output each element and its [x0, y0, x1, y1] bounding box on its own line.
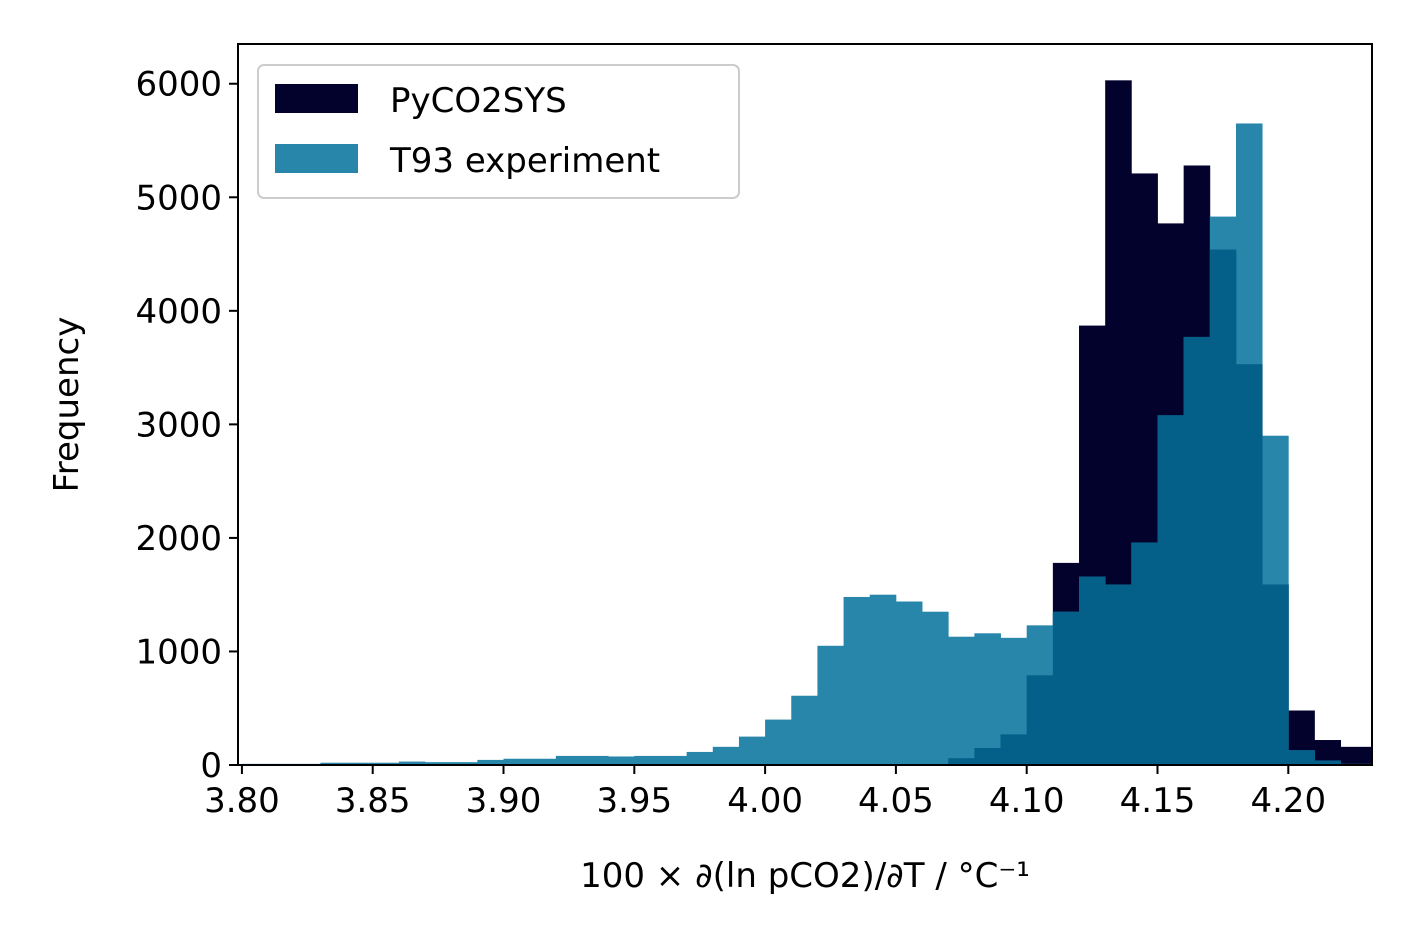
t93-bar-3 — [398, 761, 426, 765]
y-tick-label: 4000 — [135, 292, 222, 332]
pyco2sys-bar-15 — [1340, 746, 1373, 765]
t93-bar-12 — [738, 736, 766, 765]
x-tick-label: 4.00 — [727, 781, 803, 821]
overlap-bar-4 — [1052, 611, 1080, 765]
t93-bar-5 — [477, 759, 504, 765]
overlap-bar-8 — [1157, 415, 1185, 765]
t93-bar-14 — [791, 695, 818, 765]
legend-swatch-t93 — [275, 144, 358, 173]
overlap-bar-2 — [1000, 734, 1028, 765]
plot-frame — [237, 43, 1373, 766]
t93-bar-2 — [346, 762, 400, 765]
t93-bar-20 — [948, 636, 975, 765]
overlap-bar-11 — [1235, 364, 1263, 765]
t93-bar-18 — [895, 601, 923, 765]
x-tick-label: 4.05 — [858, 781, 934, 821]
overlap-bar-10 — [1209, 249, 1237, 765]
y-tick-label: 0 — [200, 746, 222, 786]
x-tick-label: 3.85 — [335, 781, 411, 821]
y-axis-ticks: 0 1000 2000 3000 4000 5000 6000 — [135, 65, 238, 786]
overlap-bar-6 — [1105, 584, 1132, 765]
t93-bar-19 — [922, 611, 949, 765]
y-axis-label: Frequency — [47, 317, 87, 493]
y-tick-label: 2000 — [135, 519, 222, 559]
x-tick-label: 3.90 — [466, 781, 542, 821]
t93-bar-4 — [425, 762, 478, 765]
legend: PyCO2SYS T93 experiment — [257, 64, 740, 199]
t93-bar-16 — [843, 596, 871, 765]
t93-bar-10 — [686, 751, 714, 765]
t93-bar-1 — [320, 762, 347, 765]
y-tick-label: 6000 — [135, 65, 222, 105]
legend-swatch-pyco2sys — [275, 84, 358, 113]
t93-bar-15 — [817, 645, 844, 765]
t93-bar-17 — [869, 594, 897, 765]
t93-bar-11 — [712, 746, 740, 765]
overlap-bar-3 — [1026, 675, 1054, 765]
legend-frame — [257, 64, 740, 199]
t93-bar-21 — [974, 633, 1001, 765]
y-tick-label: 5000 — [135, 178, 222, 218]
overlap-bars — [948, 249, 1373, 765]
legend-label-pyco2sys: PyCO2SYS — [390, 81, 567, 121]
legend-label-t93: T93 experiment — [389, 141, 660, 181]
y-tick-label: 1000 — [135, 632, 222, 672]
x-tick-label: 3.80 — [204, 781, 280, 821]
t93-bar-8 — [608, 756, 635, 765]
t93-bar-7 — [555, 755, 609, 765]
x-axis-label: 100 × ∂(ln pCO2)/∂T / °C⁻¹ — [580, 856, 1030, 896]
overlap-bar-9 — [1183, 336, 1211, 765]
t93-bar-13 — [765, 719, 792, 765]
overlap-bar-12 — [1262, 584, 1289, 765]
t93-bar-9 — [634, 755, 688, 765]
overlap-bar-5 — [1079, 576, 1106, 765]
x-axis-ticks: 3.80 3.85 3.90 3.95 4.00 4.05 4.10 4.15 4.20 — [204, 765, 1326, 821]
x-tick-label: 4.15 — [1120, 781, 1196, 821]
overlap-bar-14 — [1314, 760, 1342, 765]
t93-bar-6 — [503, 758, 557, 765]
overlap-bar-7 — [1131, 542, 1158, 765]
x-tick-label: 4.10 — [989, 781, 1065, 821]
x-tick-label: 4.20 — [1250, 781, 1326, 821]
overlap-bar-1 — [974, 747, 1001, 765]
overlap-bar-0 — [948, 758, 975, 765]
overlap-bar-13 — [1288, 750, 1315, 765]
y-tick-label: 3000 — [135, 405, 222, 445]
x-tick-label: 3.95 — [596, 781, 672, 821]
